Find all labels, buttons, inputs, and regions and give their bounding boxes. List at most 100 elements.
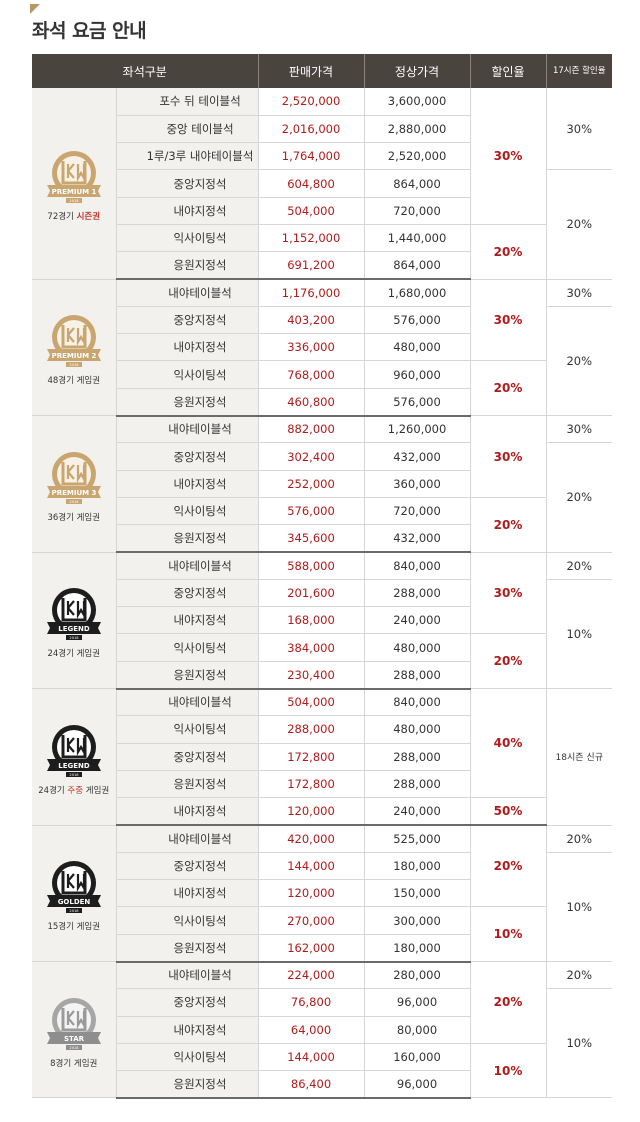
header-category: 좌석구분 [32, 54, 259, 88]
table-row: 응원지정석 460,800 576,000 [32, 388, 612, 417]
grade-games-text: 72경기 [47, 212, 74, 223]
seat-name: 익사이팅석 [116, 1043, 259, 1072]
prev-season-discount: 10% [546, 579, 613, 690]
seat-name: 응원지정석 [116, 251, 259, 281]
regular-price: 720,000 [364, 197, 471, 225]
sale-price: 288,000 [258, 715, 365, 744]
membership-badge-icon: STAR 2018 [46, 997, 101, 1050]
regular-price: 80,000 [364, 1016, 471, 1044]
regular-price: 288,000 [364, 661, 471, 690]
grade-games-text: 8경기 게임권 [50, 1058, 98, 1069]
regular-price: 150,000 [364, 879, 471, 908]
badge-year-text: 2018 [69, 1046, 79, 1050]
grade-games-text: 24경기 [38, 785, 65, 796]
table-row: 내야지정석 504,000 720,000 [32, 197, 612, 225]
seat-name: 응원지정석 [116, 388, 259, 417]
badge-year-text: 2018 [69, 636, 79, 640]
regular-price: 576,000 [364, 306, 471, 335]
sale-price: 588,000 [258, 552, 365, 580]
ticket-grade-cell: PREMIUM 2 2018 48경기 게임권 [32, 279, 117, 417]
seat-name: 중앙지정석 [116, 743, 259, 771]
regular-price: 96,000 [364, 988, 471, 1017]
prev-season-discount: 20% [546, 825, 613, 853]
table-row: 내야지정석 336,000 480,000 [32, 333, 612, 362]
prev-season-discount: 20% [546, 552, 613, 580]
badge-name-text: PREMIUM 2 [51, 352, 96, 360]
header-prev-discount: 17시즌 할인율 [546, 54, 613, 88]
table-row: 중앙지정석 302,400 432,000 20% [32, 442, 613, 553]
sale-price: 120,000 [258, 879, 365, 908]
badge-name-text: LEGEND [58, 762, 90, 770]
table-row: 익사이팅석 270,000 300,000 10% [32, 906, 612, 962]
badge-name-text: LEGEND [58, 625, 90, 633]
sale-price: 162,000 [258, 934, 365, 963]
seat-price-table: 좌석구분 판매가격 정상가격 할인율 17시즌 할인율 PREMIUM 1 201… [32, 54, 613, 1099]
seat-name: 내야지정석 [116, 333, 259, 362]
membership-badge-icon: PREMIUM 1 2018 [46, 151, 101, 204]
regular-price: 840,000 [364, 552, 471, 580]
table-row: 응원지정석 345,600 432,000 [32, 524, 612, 554]
ticket-grade-cell: LEGEND 2018 24경기 주중 게임권 [32, 688, 117, 826]
sale-price: 1,152,000 [258, 224, 365, 253]
sale-price: 691,200 [258, 251, 365, 281]
regular-price: 360,000 [364, 470, 471, 498]
seat-name: 익사이팅석 [116, 360, 259, 389]
table-row: 응원지정석 162,000 180,000 [32, 934, 612, 963]
corner-accent [30, 4, 40, 14]
seat-name: 1루/3루 내야테이블석 [116, 142, 259, 171]
discount-rate: 30% [470, 415, 547, 498]
regular-price: 480,000 [364, 333, 471, 362]
regular-price: 1,680,000 [364, 279, 471, 307]
sale-price: 2,016,000 [258, 115, 365, 144]
discount-rate: 20% [470, 497, 547, 553]
regular-price: 1,260,000 [364, 415, 471, 444]
regular-price: 525,000 [364, 825, 471, 853]
regular-price: 280,000 [364, 961, 471, 990]
grade-games-text: 15경기 게임권 [47, 922, 101, 933]
regular-price: 432,000 [364, 524, 471, 554]
seat-name: 중앙지정석 [116, 579, 259, 608]
sale-price: 224,000 [258, 961, 365, 990]
sale-price: 2,520,000 [258, 88, 365, 116]
seat-name: 중앙 테이블석 [116, 115, 259, 144]
badge-year-text: 2018 [69, 363, 79, 367]
discount-rate: 20% [470, 360, 547, 417]
table-row: 중앙지정석 201,600 288,000 10% [32, 579, 613, 690]
regular-price: 864,000 [364, 251, 471, 281]
table-row: 중앙지정석 403,200 576,000 20% [32, 306, 613, 417]
table-row: GOLDEN 2018 15경기 게임권 내야테이블석 420,000 525,000 20… [32, 825, 613, 963]
prev-season-discount: 20% [546, 169, 613, 280]
seat-name: 포수 뒤 테이블석 [116, 88, 259, 116]
table-row: 중앙지정석 144,000 180,000 10% [32, 852, 613, 963]
seat-name: 내야테이블석 [116, 961, 259, 990]
badge-year-text: 2018 [69, 773, 79, 777]
seat-name: 익사이팅석 [116, 906, 259, 935]
table-row: 익사이팅석 576,000 720,000 20% [32, 497, 612, 553]
regular-price: 160,000 [364, 1043, 471, 1072]
seat-name: 익사이팅석 [116, 497, 259, 526]
seat-name: 응원지정석 [116, 770, 259, 799]
badge-name-text: PREMIUM 3 [51, 489, 96, 497]
sale-price: 172,800 [258, 770, 365, 799]
discount-rate: 20% [470, 224, 547, 280]
regular-price: 2,880,000 [364, 115, 471, 144]
header-sale-price: 판매가격 [258, 54, 365, 88]
regular-price: 180,000 [364, 852, 471, 881]
membership-badge-icon: LEGEND 2018 [46, 724, 101, 777]
sale-price: 201,600 [258, 579, 365, 608]
regular-price: 432,000 [364, 442, 471, 471]
table-row: 내야지정석 64,000 80,000 [32, 1016, 612, 1044]
regular-price: 864,000 [364, 169, 471, 198]
table-row: 익사이팅석 144,000 160,000 10% [32, 1043, 612, 1099]
table-row: 익사이팅석 1,152,000 1,440,000 20% [32, 224, 612, 280]
sale-price: 172,800 [258, 743, 365, 771]
badge-name-text: GOLDEN [57, 898, 90, 906]
seat-name: 익사이팅석 [116, 715, 259, 744]
grade-games-text: 36경기 게임권 [47, 512, 101, 523]
table-row: 응원지정석 172,800 288,000 [32, 770, 612, 799]
discount-rate: 20% [470, 825, 547, 908]
table-row: PREMIUM 2 2018 48경기 게임권 내야테이블석 1,176,000 1,68… [32, 279, 613, 417]
regular-price: 288,000 [364, 770, 471, 799]
sale-price: 384,000 [258, 633, 365, 662]
sale-price: 504,000 [258, 197, 365, 225]
